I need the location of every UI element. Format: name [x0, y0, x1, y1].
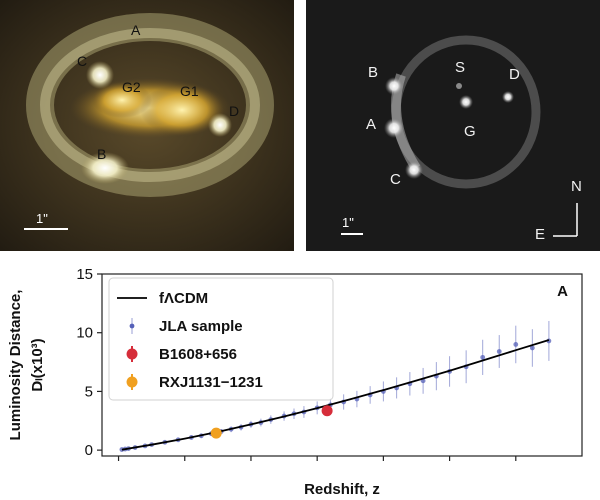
legend-rxj1131-swatch	[126, 376, 138, 388]
y-axis-title-line1: Luminosity Distance,	[7, 290, 24, 441]
lens-image-left: A C G2 G1 D B 1"	[0, 0, 294, 251]
scale-bar-right	[341, 233, 363, 235]
legend-b1608-swatch	[126, 348, 138, 360]
scale-label-left: 1"	[36, 211, 48, 226]
legend-b1608-label: B1608+656	[159, 346, 237, 363]
legend-rxj1131-label: RXJ1131−1231	[159, 374, 263, 391]
plot-frame	[101, 273, 583, 457]
label-A-right: A	[366, 116, 377, 133]
label-G1: G1	[180, 83, 199, 99]
y-tick-label: 0	[85, 442, 93, 459]
axes: 0 5 10 15	[76, 266, 583, 461]
compass-east-label: E	[535, 226, 546, 243]
jla-point	[513, 342, 519, 347]
label-G: G	[464, 123, 476, 140]
b1608-point	[321, 405, 333, 417]
label-B-left: B	[97, 146, 107, 162]
luminosity-distance-chart: 0 5 10 15 fΛCDM JLA sample B1608+656 RXJ1131−1…	[0, 258, 600, 500]
label-D-right: D	[509, 66, 520, 83]
jla-point	[529, 345, 535, 351]
rxj1131-point	[210, 427, 222, 439]
x-axis-title: Redshift, z	[304, 481, 380, 498]
y-tick-label: 15	[76, 266, 93, 283]
label-G2: G2	[122, 79, 141, 95]
legend-box	[108, 277, 334, 401]
legend: fΛCDM JLA sample B1608+656 RXJ1131−1231	[108, 277, 334, 401]
label-A-left: A	[131, 22, 141, 38]
chart-svg: 0 5 10 15 fΛCDM JLA sample B1608+656 RXJ1131−1…	[7, 266, 583, 498]
y-tick-label: 5	[85, 383, 93, 400]
lens-image-right-graphic	[306, 0, 600, 251]
scale-bar-left	[24, 228, 68, 230]
compass-north-label: N	[571, 178, 582, 195]
legend-model-label: fΛCDM	[159, 290, 208, 307]
jla-point	[480, 354, 486, 360]
compass-arrows	[553, 203, 578, 237]
panel-label: A	[557, 283, 568, 300]
highlight-series	[210, 405, 333, 439]
scale-label-right: 1"	[342, 215, 354, 230]
label-C-left: C	[77, 53, 88, 69]
y-tick-label: 10	[76, 325, 93, 342]
legend-jla-label: JLA sample	[159, 318, 243, 335]
y-axis-title-line2: Dₗ(x10³)	[29, 338, 46, 391]
label-D-left: D	[229, 103, 240, 119]
legend-jla-swatch	[129, 323, 135, 329]
jla-point	[496, 349, 502, 354]
label-B-right: B	[368, 64, 379, 81]
label-C-right: C	[390, 171, 401, 188]
model-series	[121, 339, 550, 451]
label-S: S	[455, 59, 466, 76]
lens-image-right: B S D A G C 1" N E	[306, 0, 600, 251]
model-line	[121, 339, 550, 451]
lens-image-left-graphic	[0, 0, 294, 251]
